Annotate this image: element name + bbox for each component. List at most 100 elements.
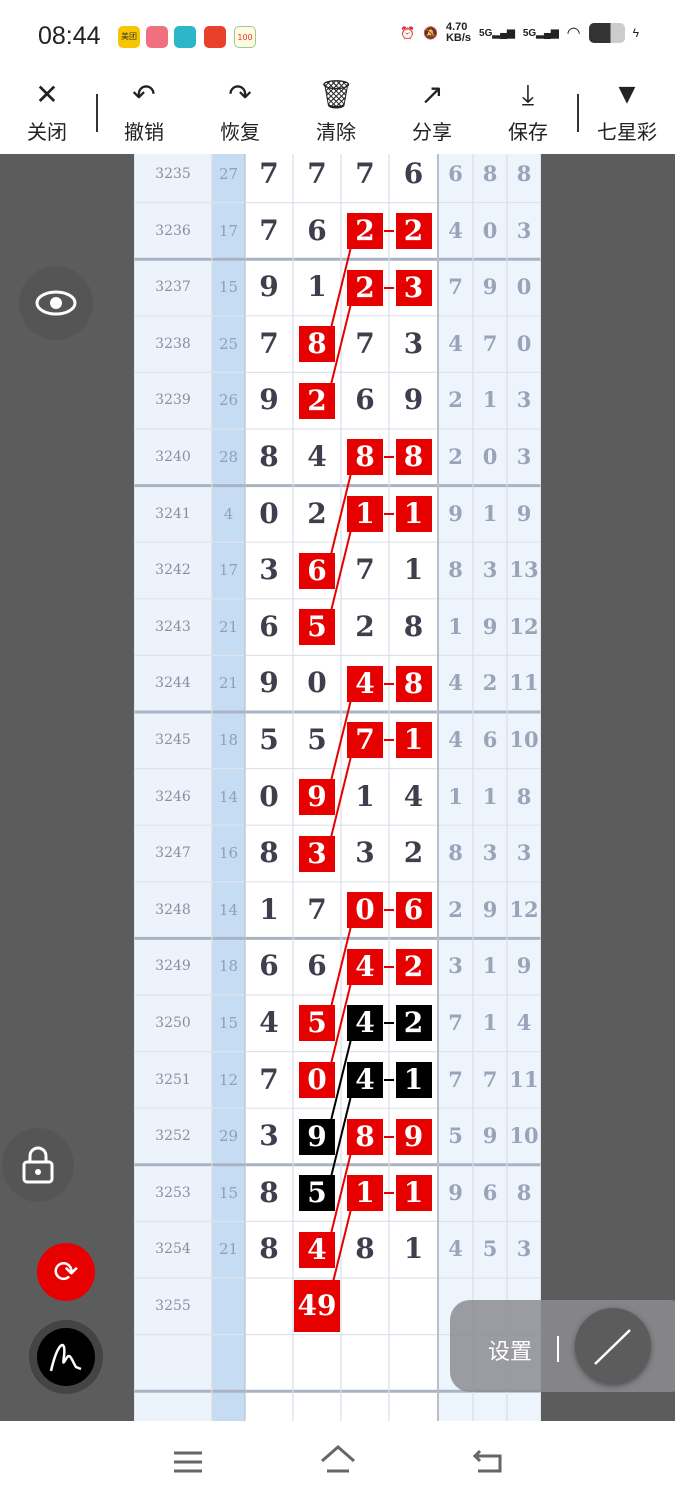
extra-cell: 3 <box>507 825 541 882</box>
extra-cell: 4 <box>438 1221 473 1278</box>
dash-connector <box>384 682 394 685</box>
digit-cell: 6 <box>307 949 327 983</box>
row-id: 3255 <box>134 1278 212 1335</box>
extra-cell: 1 <box>438 768 473 826</box>
extra-cell: 13 <box>507 542 541 599</box>
extra-cell: 10 <box>507 1108 541 1165</box>
settings-button[interactable]: 设置 <box>488 1340 533 1365</box>
row-id: 3238 <box>134 315 212 373</box>
app-icon: 100 <box>234 26 256 48</box>
highlighted-digit: 4 <box>347 1061 383 1098</box>
undo-icon: ↶ <box>132 78 156 111</box>
lottery-trend-table: 3235 27 7 7 7 6 6 8 8 3236 17 7 6 4 0 3 3237 15 9 1 7 9 0 3238 2… <box>134 154 541 1421</box>
extra-cell: 1 <box>473 372 507 429</box>
signal-icon: 5G▂▄▆ <box>479 27 515 39</box>
lock-button[interactable] <box>2 1128 74 1202</box>
wifi-icon: ◠ <box>566 25 581 42</box>
row-id: 3240 <box>134 429 212 486</box>
extra-cell <box>473 1391 507 1421</box>
extra-cell: 3 <box>507 1221 541 1278</box>
toggle-visibility-button[interactable] <box>19 266 93 340</box>
highlighted-digit: 2 <box>347 269 383 306</box>
close-button[interactable]: ✕ 关闭 <box>7 72 87 145</box>
speed-value: 4.70 <box>445 21 468 33</box>
digit-cell: 4 <box>259 1006 279 1039</box>
extra-cell: 10 <box>507 712 541 769</box>
highlighted-digit: 3 <box>299 835 335 872</box>
clear-label: 清除 <box>316 120 356 144</box>
redo-button[interactable]: ↷ 恢复 <box>200 72 280 145</box>
row-id <box>134 1334 212 1392</box>
trend-line <box>330 925 352 1008</box>
extra-cell: 1 <box>473 938 507 995</box>
trash-icon: 🗑 <box>318 78 354 111</box>
digit-cell: 8 <box>355 1232 375 1266</box>
back-icon[interactable] <box>472 1447 504 1475</box>
share-label: 分享 <box>412 120 452 144</box>
save-label: 保存 <box>508 120 548 144</box>
extra-cell: 6 <box>438 154 473 203</box>
trend-line <box>330 699 352 782</box>
download-icon: ⤓ <box>521 78 535 111</box>
row-id: 3246 <box>134 768 212 826</box>
trend-line <box>330 1095 352 1178</box>
highlighted-digit: 4 <box>347 665 383 702</box>
highlighted-digit: 3 <box>395 269 432 306</box>
highlighted-digit: 1 <box>347 495 383 532</box>
trend-line <box>330 1039 352 1121</box>
row-sum <box>212 1391 245 1421</box>
highlighted-digit: 8 <box>395 439 432 476</box>
row-id: 3244 <box>134 655 212 712</box>
net-speed: 4.70 KB/s <box>446 22 471 44</box>
extra-cell: 8 <box>507 768 541 826</box>
lottery-label: 七星彩 <box>597 120 657 144</box>
highlighted-digit: 1 <box>395 722 432 759</box>
extra-cell: 6 <box>473 1164 507 1222</box>
extra-cell: 4 <box>438 712 473 769</box>
highlighted-digit: 1 <box>395 1061 432 1098</box>
net-type: 5G <box>522 27 537 39</box>
row-id: 3253 <box>134 1164 212 1222</box>
pen-scribble-icon <box>49 1343 82 1372</box>
drawing-canvas[interactable]: 3235 27 7 7 7 6 6 8 8 3236 17 7 6 4 0 3 3237 15 9 1 7 9 0 3238 2… <box>0 154 675 1421</box>
sync-button[interactable]: ⟳ <box>37 1243 95 1301</box>
home-icon[interactable] <box>319 1443 357 1475</box>
digit-cell: 7 <box>307 157 327 190</box>
digit-cell: 7 <box>259 1062 279 1096</box>
share-button[interactable]: ↗ 分享 <box>392 72 472 145</box>
extra-cell: 3 <box>438 938 473 995</box>
row-sum: 15 <box>212 259 245 316</box>
charging-icon: ϟ <box>632 26 639 40</box>
alarm-icon: ⏰ <box>400 26 416 40</box>
digit-cell: 6 <box>259 949 279 983</box>
digit-cell: 7 <box>355 157 375 190</box>
row-id: 3236 <box>134 202 212 260</box>
save-button[interactable]: ⤓ 保存 <box>488 72 568 145</box>
undo-button[interactable]: ↶ 撤销 <box>104 72 184 145</box>
row-sum: 16 <box>212 825 245 882</box>
extra-cell: 3 <box>507 372 541 429</box>
lottery-type-dropdown[interactable]: ▼ 七星彩 <box>587 72 667 145</box>
extra-cell: 9 <box>507 938 541 995</box>
digit-cell: 3 <box>259 553 279 587</box>
row-id: 3242 <box>134 542 212 599</box>
row-sum: 17 <box>212 542 245 599</box>
extra-cell: 9 <box>473 881 507 939</box>
digit-cell: 1 <box>259 892 279 926</box>
extra-cell: 3 <box>507 429 541 486</box>
pen-button[interactable] <box>29 1320 103 1394</box>
digit-cell: 3 <box>259 1119 279 1153</box>
extra-cell: 6 <box>473 712 507 769</box>
digit-cell: 0 <box>259 779 279 813</box>
row-sum <box>212 1334 245 1392</box>
line-tool-button[interactable] <box>575 1308 651 1384</box>
extra-cell: 11 <box>507 655 541 712</box>
extra-cell: 2 <box>438 372 473 429</box>
digit-cell: 8 <box>259 1232 279 1266</box>
extra-cell: 4 <box>438 202 473 260</box>
extra-cell <box>507 1391 541 1421</box>
speed-unit: KB/s <box>445 32 472 44</box>
menu-icon[interactable] <box>172 1449 204 1475</box>
row-id: 3254 <box>134 1221 212 1278</box>
clear-button[interactable]: 🗑 清除 <box>296 72 376 145</box>
